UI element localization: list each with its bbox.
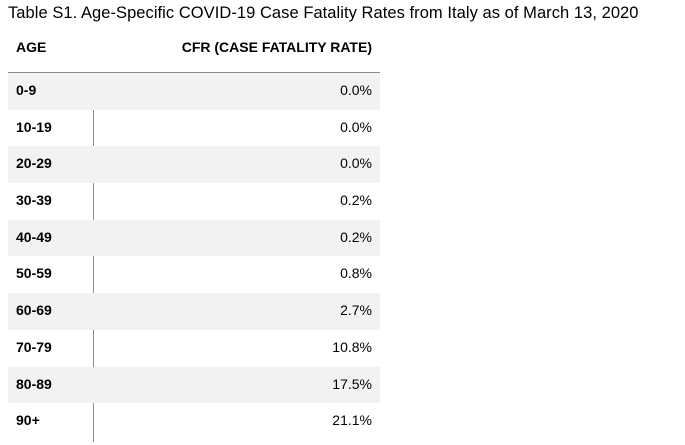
row-cfr: 17.5% (332, 375, 372, 392)
table-body: 0-9 0.0% 10-19 0.0% 20-29 0.0% 30-39 0.2… (8, 72, 380, 440)
table-row: 20-29 0.0% (8, 146, 380, 184)
row-cfr: 2.7% (340, 302, 372, 319)
table-row: 80-89 17.5% (8, 366, 380, 404)
table-row: 70-79 10.8% (8, 330, 380, 367)
row-age: 60-69 (16, 302, 52, 319)
row-age: 70-79 (16, 338, 52, 355)
row-cfr: 0.8% (340, 265, 372, 282)
table-row: 0-9 0.0% (8, 73, 380, 110)
row-age: 50-59 (16, 265, 52, 282)
row-age: 0-9 (16, 82, 37, 98)
header-age: AGE (16, 39, 47, 55)
row-cfr: 0.0% (340, 155, 372, 172)
cfr-table: AGE CFR (CASE FATALITY RATE) 0-9 0.0% 10… (8, 30, 380, 442)
row-age: 40-49 (16, 228, 52, 245)
row-age: 20-29 (16, 155, 52, 172)
table-caption: Table S1. Age-Specific COVID-19 Case Fat… (8, 4, 639, 22)
row-cfr: 10.8% (332, 338, 372, 355)
table-row: 30-39 0.2% (8, 183, 380, 220)
row-cfr: 0.0% (340, 118, 372, 135)
table-row: 50-59 0.8% (8, 256, 380, 293)
table-row: 90+ 21.1% (8, 403, 380, 440)
header-cfr: CFR (CASE FATALITY RATE) (181, 39, 372, 55)
row-age: 30-39 (16, 192, 52, 209)
row-age: 80-89 (16, 375, 52, 392)
column-divider (93, 72, 94, 442)
row-age: 10-19 (16, 118, 52, 135)
row-age: 90+ (16, 412, 40, 429)
table-row: 60-69 2.7% (8, 293, 380, 330)
table-row: 10-19 0.0% (8, 110, 380, 147)
row-cfr: 0.2% (340, 228, 372, 245)
row-cfr: 0.0% (340, 82, 372, 98)
row-cfr: 21.1% (332, 412, 372, 429)
table-row: 40-49 0.2% (8, 219, 380, 257)
row-cfr: 0.2% (340, 192, 372, 209)
table-header-row: AGE CFR (CASE FATALITY RATE) (8, 30, 380, 72)
